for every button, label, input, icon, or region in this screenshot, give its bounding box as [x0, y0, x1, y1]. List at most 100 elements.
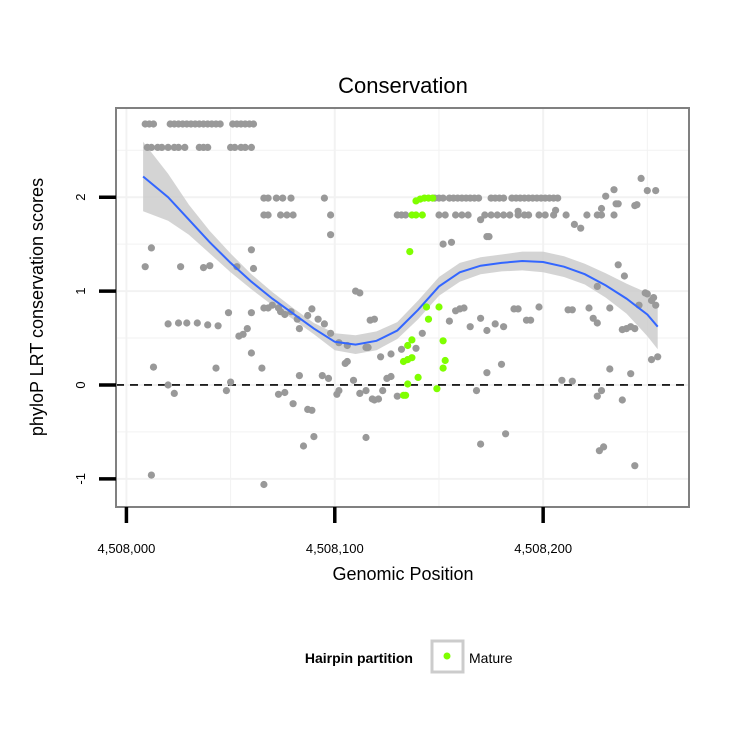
- data-point: [199, 264, 208, 272]
- data-point: [204, 321, 212, 329]
- data-point: [535, 211, 543, 219]
- data-point: [577, 224, 585, 232]
- confidence-band: [143, 141, 658, 354]
- series-mature-points: [399, 194, 449, 399]
- data-point: [393, 392, 401, 400]
- data-point-mature: [402, 391, 410, 399]
- data-point-mature: [408, 336, 416, 344]
- data-point: [558, 376, 566, 384]
- data-point: [652, 301, 660, 309]
- data-point: [370, 315, 378, 323]
- smooth-line: [142, 175, 659, 346]
- data-point: [568, 306, 576, 314]
- data-point: [466, 323, 474, 331]
- data-point: [472, 387, 481, 395]
- y-axis: -1 0 1 2: [73, 194, 116, 485]
- data-point: [650, 294, 658, 302]
- data-point: [249, 264, 258, 273]
- data-point: [356, 389, 364, 397]
- legend: Hairpin partition Mature: [305, 639, 513, 674]
- data-point: [570, 220, 579, 228]
- data-point-mature: [439, 364, 447, 372]
- data-point: [379, 387, 387, 395]
- data-point: [439, 240, 447, 248]
- data-point: [216, 120, 224, 128]
- data-point: [289, 400, 297, 408]
- data-point: [387, 350, 395, 358]
- data-point: [149, 120, 158, 128]
- data-point: [239, 330, 247, 338]
- data-point: [614, 200, 622, 208]
- data-point: [310, 433, 318, 441]
- data-point: [193, 319, 201, 327]
- data-point: [589, 314, 597, 322]
- data-point: [435, 211, 443, 219]
- data-point-mature: [435, 303, 443, 311]
- data-point: [631, 462, 639, 470]
- data-point: [387, 372, 395, 381]
- data-point-mature: [406, 248, 414, 256]
- plot-panel: [115, 107, 690, 508]
- data-point: [247, 349, 255, 357]
- data-point: [633, 201, 641, 209]
- data-point: [631, 325, 639, 333]
- data-point: [308, 406, 316, 414]
- data-point: [593, 392, 601, 400]
- data-point: [552, 206, 560, 214]
- data-point: [397, 345, 406, 353]
- data-point: [258, 364, 266, 372]
- data-point: [643, 290, 651, 298]
- data-point: [304, 311, 312, 320]
- data-point: [412, 344, 420, 352]
- data-point: [281, 388, 289, 397]
- data-point: [627, 370, 635, 378]
- data-point: [477, 440, 485, 448]
- legend-title: Hairpin partition: [305, 650, 413, 666]
- data-point-mature: [418, 211, 426, 219]
- y-tick-label: 1: [73, 287, 88, 294]
- data-point: [289, 211, 297, 219]
- data-point: [227, 378, 235, 386]
- data-point: [233, 263, 241, 271]
- data-point: [164, 143, 172, 151]
- data-point: [447, 238, 456, 246]
- data-point: [147, 244, 155, 252]
- data-point: [147, 143, 155, 151]
- data-point: [458, 211, 466, 219]
- data-point: [212, 364, 220, 372]
- data-point: [214, 322, 222, 330]
- data-point: [477, 314, 485, 322]
- data-point: [295, 325, 303, 333]
- data-point: [643, 187, 651, 195]
- data-point: [327, 231, 335, 239]
- data-point: [439, 194, 447, 202]
- data-point-mature: [404, 341, 412, 350]
- data-point: [164, 320, 172, 328]
- data-point: [149, 363, 158, 371]
- data-point: [181, 143, 189, 151]
- data-point-mature: [429, 194, 437, 202]
- data-point: [283, 211, 291, 219]
- panel-background: [116, 108, 689, 507]
- data-point: [377, 353, 385, 361]
- data-point: [491, 320, 499, 328]
- data-point: [610, 186, 618, 194]
- data-point-mature: [439, 337, 447, 345]
- data-point: [158, 143, 166, 151]
- data-point: [204, 143, 212, 151]
- data-point: [247, 246, 255, 254]
- x-axis: 4,508,000 4,508,100 4,508,200: [97, 507, 572, 556]
- data-point: [597, 204, 606, 213]
- data-point: [174, 143, 183, 151]
- data-point: [264, 194, 272, 202]
- data-point: [268, 301, 276, 309]
- data-point: [493, 211, 501, 219]
- data-point: [349, 376, 358, 384]
- data-point: [170, 389, 178, 397]
- data-point: [618, 396, 626, 404]
- data-point: [597, 387, 606, 395]
- panel-border: [115, 107, 690, 508]
- data-point: [327, 329, 335, 337]
